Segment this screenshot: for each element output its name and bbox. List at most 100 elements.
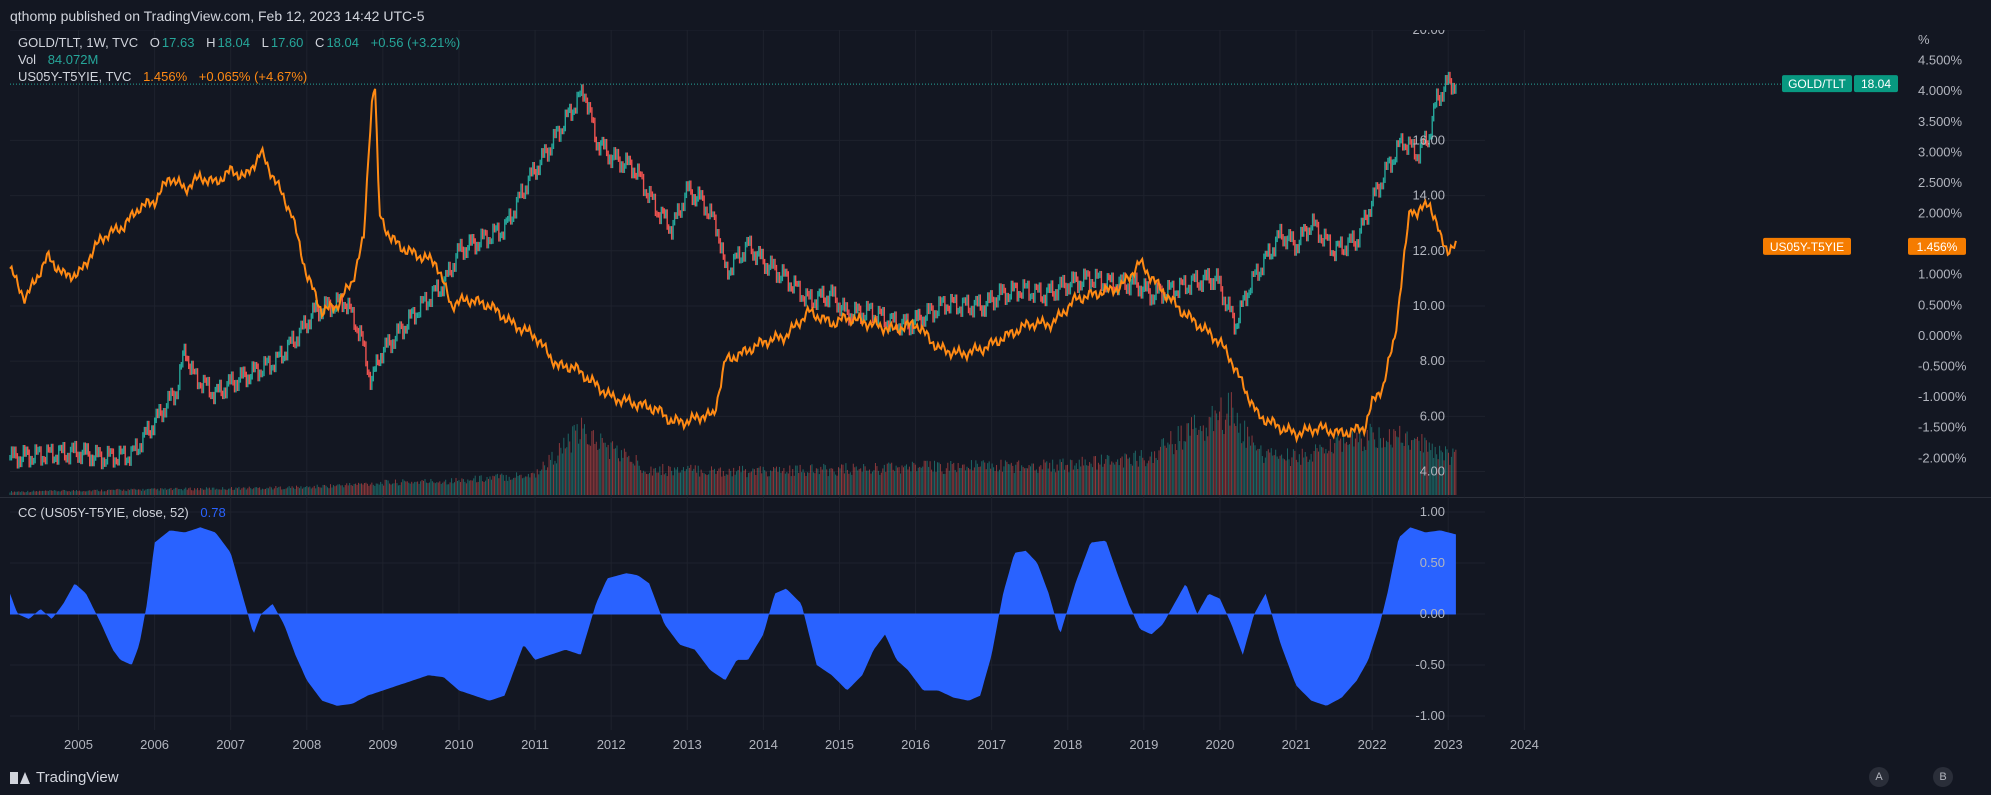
volume-bar [198,490,200,495]
volume-bar [631,461,633,495]
volume-bar [479,475,481,495]
volume-bar [151,488,153,495]
volume-bar [848,473,850,495]
volume-bar [654,467,656,495]
volume-bar [981,461,983,495]
x-tick-label: 2020 [1205,737,1234,752]
volume-bar [492,475,494,495]
volume-bar [1196,434,1198,495]
volume-bar [1414,438,1416,495]
volume-bar [1452,448,1454,495]
volume-bar [74,491,76,495]
volume-bar [1310,453,1312,495]
volume-bar [866,470,868,495]
volume-bar [423,480,425,495]
volume-bar [247,488,249,495]
volume-bar [139,489,141,495]
volume-bar [1024,468,1026,495]
volume-bar [730,470,732,495]
volume-bar [874,463,876,495]
x-tick-label: 2018 [1053,737,1082,752]
volume-bar [378,484,380,495]
chart-area[interactable]: 2005 2006 2007 2008 2009 2010 2011 2012 2013 2014… [0,30,1991,760]
volume-bar [1428,442,1430,495]
volume-bar [304,486,306,495]
low-value: 17.60 [270,35,304,50]
volume-bar [907,469,909,495]
volume-bar [535,477,537,495]
volume-bar [959,467,961,495]
yield-tick-label: 0.500% [1918,297,1963,312]
volume-bar [1437,459,1439,495]
volume-bar [858,469,860,495]
volume-bar [1436,454,1438,495]
volume-bar [171,490,173,495]
volume-bar [278,486,280,495]
volume-bar [489,476,491,495]
volume-bar [638,465,640,495]
volume-bar [852,463,854,495]
volume-bar [1244,420,1246,495]
auto-scale-button[interactable]: A [1869,767,1889,787]
volume-bar [951,464,953,495]
volume-bar [557,455,559,495]
cc-value: 0.78 [200,505,226,520]
volume-bar [1177,426,1179,495]
cc-tick-label: -0.50 [1415,657,1445,672]
volume-bar [628,455,630,495]
volume-bar [734,474,736,495]
volume-bar [1050,471,1052,495]
volume-bar [99,491,101,495]
volume-bar [928,466,930,495]
volume-bar [722,471,724,495]
x-tick-label: 2023 [1434,737,1463,752]
volume-bar [988,461,990,495]
volume-bar [956,472,958,495]
volume-bar [418,483,420,495]
log-scale-button[interactable]: B [1933,767,1953,787]
volume-bar [650,466,652,495]
volume-bar [1335,437,1337,495]
volume-bar [888,462,890,495]
yield-tick-label: -1.500% [1918,420,1967,435]
volume-bar [1363,446,1365,495]
volume-bar [145,489,147,495]
volume-bar [50,490,52,495]
volume-bar [1416,436,1418,495]
chart-canvas[interactable]: 2005 2006 2007 2008 2009 2010 2011 2012 2013 2014… [0,30,1991,760]
volume-bar [1322,447,1324,495]
volume-bar [68,490,70,495]
volume-bar [1115,461,1117,495]
volume-bar [1396,436,1398,495]
volume-bar [1099,464,1101,495]
volume-bar [405,481,407,495]
volume-bar [501,473,503,495]
volume-bar [449,482,451,495]
volume-bar [637,460,639,495]
volume-bar [177,489,179,495]
volume-bar [942,473,944,495]
volume-bar [1329,439,1331,495]
volume-bar [517,475,519,495]
volume-bar [1134,450,1136,495]
tradingview-logo[interactable]: TradingView [10,769,119,786]
main-symbol: GOLD/TLT, 1W, TVC [18,35,139,50]
volume-bar [914,464,916,495]
volume-bar [1235,426,1237,495]
volume-bar [341,485,343,495]
volume-bar [821,469,823,495]
volume-bar [533,473,535,495]
volume-bar [464,481,466,495]
volume-bar [303,487,305,495]
volume-bar [1162,438,1164,495]
volume-bar [374,485,376,495]
volume-bar [805,476,807,495]
volume-bar [214,489,216,495]
volume-bar [773,467,775,495]
volume-bar [335,485,337,495]
volume-bar [81,491,83,495]
volume-bar [53,490,55,495]
volume-bar [749,472,751,495]
volume-bar [1434,446,1436,495]
volume-bar [1248,436,1250,495]
